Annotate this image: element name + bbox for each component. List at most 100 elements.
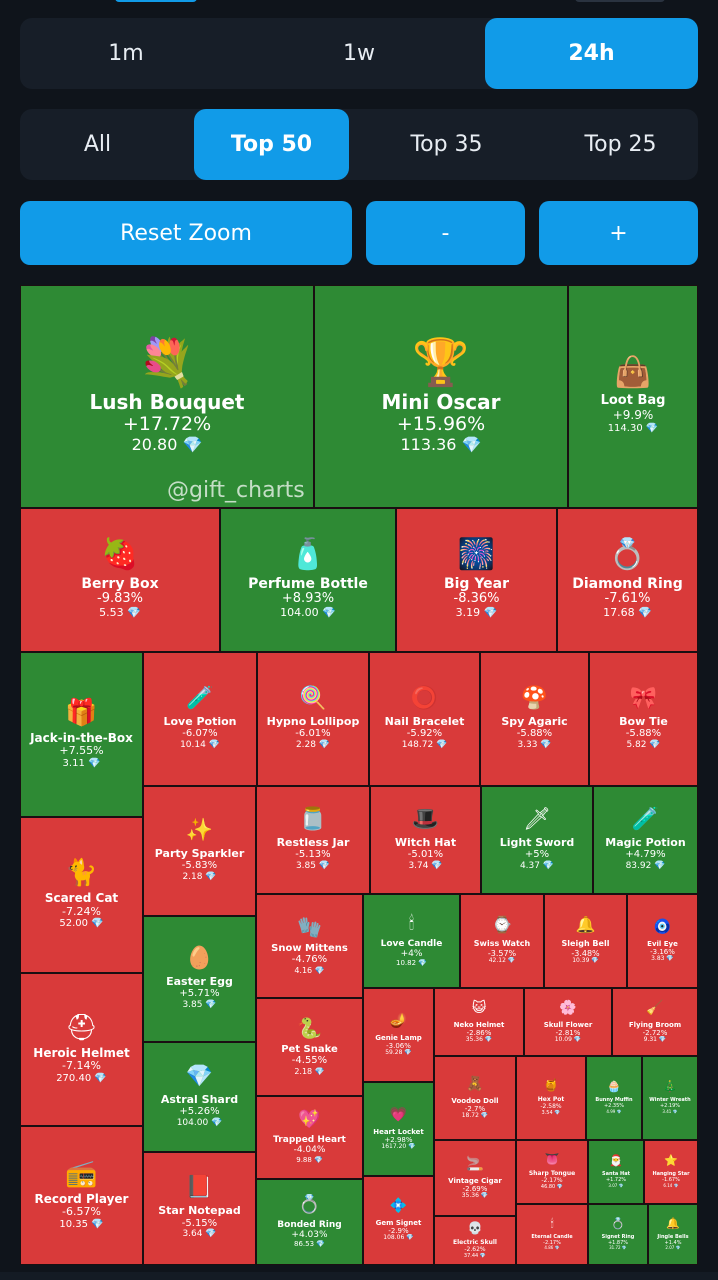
- gift-tile-eternal-candle[interactable]: 🕯 Eternal Candle -2.17% 4.86 💎: [516, 1204, 588, 1265]
- gift-tile-hypno-lollipop[interactable]: 🍭 Hypno Lollipop -6.01% 2.28 💎: [257, 652, 369, 786]
- gift-price-value: 17.68: [603, 606, 639, 620]
- gift-tile-hanging-star[interactable]: ⭐ Hanging Star -1.67% 6.14 💎: [644, 1140, 698, 1204]
- gift-name: Scared Cat: [44, 891, 119, 906]
- flower-icon: 🌸: [559, 999, 577, 1016]
- gift-tile-nail-bracelet[interactable]: ⭕ Nail Bracelet -5.92% 148.72 💎: [369, 652, 480, 786]
- gift-tile-love-candle[interactable]: 🕯 Love Candle +4% 10.82 💎: [363, 894, 460, 988]
- diamond-icon: 💎: [480, 1191, 489, 1199]
- gift-tile-hex-pot[interactable]: 🍯 Hex Pot -2.58% 3.54 💎: [516, 1056, 586, 1140]
- gift-tile-witch-hat[interactable]: 🎩 Witch Hat -5.01% 3.74 💎: [370, 786, 481, 894]
- filter-all-button[interactable]: All: [83, 132, 112, 157]
- gift-tile-star-notepad[interactable]: 📕 Star Notepad -5.15% 3.64 💎: [143, 1152, 256, 1265]
- broom-icon: 🧹: [646, 999, 664, 1016]
- filter-top50-button[interactable]: Top 50: [194, 109, 349, 180]
- gift-tile-light-sword[interactable]: 🗡 Light Sword +5% 4.37 💎: [481, 786, 593, 894]
- gift-price-value: 59.28: [385, 1048, 405, 1056]
- gift-tile-winter-wreath[interactable]: 🎄 Winter Wreath +2.19% 3.41 💎: [642, 1056, 698, 1140]
- reset-zoom-button[interactable]: Reset Zoom: [20, 201, 352, 265]
- gift-tile-genie-lamp[interactable]: 🪔 Genie Lamp -3.06% 59.28 💎: [363, 988, 434, 1082]
- gift-change: -3.06%: [386, 1041, 411, 1050]
- gift-tile-sleigh-bell[interactable]: 🔔 Sleigh Bell -3.48% 10.39 💎: [544, 894, 627, 988]
- gift-tile-bunny-muffin[interactable]: 🧁 Bunny Muffin +2.35% 4.99 💎: [586, 1056, 642, 1140]
- gift-tile-gem-signet[interactable]: 💠 Gem Signet -2.9% 108.06 💎: [363, 1176, 434, 1265]
- gift-tile-love-potion[interactable]: 🧪 Love Potion -6.07% 10.14 💎: [143, 652, 257, 786]
- gift-tile-trapped-heart[interactable]: 💖 Trapped Heart -4.04% 9.88 💎: [256, 1096, 363, 1179]
- gift-tile-diamond-ring[interactable]: 💍 Diamond Ring -7.61% 17.68 💎: [557, 508, 698, 652]
- gift-name: Santa Hat: [602, 1171, 630, 1178]
- gift-tile-lush-bouquet[interactable]: 💐 Lush Bouquet +17.72% 20.80 💎: [20, 285, 314, 508]
- gift-tile-perfume-bottle[interactable]: 🧴 Perfume Bottle +8.93% 104.00 💎: [220, 508, 396, 652]
- filter-top25-button[interactable]: Top 25: [584, 132, 657, 157]
- gift-tile-big-year[interactable]: 🎆 Big Year -8.36% 3.19 💎: [396, 508, 557, 652]
- diamond-icon: 💎: [673, 1182, 679, 1188]
- record-player-icon: 📻: [65, 1158, 98, 1189]
- diamond-icon: 💎: [618, 1182, 624, 1188]
- gift-change: +2.98%: [384, 1135, 413, 1144]
- gift-change: -2.9%: [388, 1227, 409, 1236]
- diamond-icon: 💎: [314, 965, 325, 975]
- timeframe-1w-button[interactable]: 1w: [343, 41, 375, 66]
- gift-price: 148.72 💎: [402, 740, 448, 750]
- gift-name: Lush Bouquet: [89, 389, 245, 414]
- heart-icon: 💖: [298, 1109, 321, 1131]
- gift-tile-neko-helmet[interactable]: 😺 Neko Helmet -2.86% 35.36 💎: [434, 988, 524, 1056]
- gift-tile-heart-locket[interactable]: 💗 Heart Locket +2.98% 1617.20 💎: [363, 1082, 434, 1176]
- gift-change: -2.17%: [541, 1177, 563, 1185]
- gift-price: 3.33 💎: [517, 740, 551, 750]
- gift-tile-restless-jar[interactable]: 🫙 Restless Jar -5.13% 3.85 💎: [256, 786, 370, 894]
- gift-price: 52.00 💎: [59, 918, 103, 930]
- witch-hat-icon: 🎩: [411, 806, 440, 832]
- gift-price-value: 10.14: [180, 739, 209, 750]
- gift-tile-mini-oscar[interactable]: 🏆 Mini Oscar +15.96% 113.36 💎: [314, 285, 568, 508]
- gift-tile-flying-broom[interactable]: 🧹 Flying Broom -2.72% 9.31 💎: [612, 988, 698, 1056]
- filter-top35-button[interactable]: Top 35: [410, 132, 483, 157]
- gift-tile-jack-in-the-box[interactable]: 🎁 Jack-in-the-Box +7.55% 3.11 💎: [20, 652, 143, 817]
- gift-tile-bonded-ring[interactable]: 💍 Bonded Ring +4.03% 86.53 💎: [256, 1179, 363, 1265]
- gift-tile-heroic-helmet[interactable]: ⛑ Heroic Helmet -7.14% 270.40 💎: [20, 973, 143, 1126]
- gift-tile-skull-flower[interactable]: 🌸 Skull Flower -2.81% 10.09 💎: [524, 988, 612, 1056]
- gift-name: Sleigh Bell: [561, 939, 610, 949]
- gift-tile-snow-mittens[interactable]: 🧤 Snow Mittens -4.76% 4.16 💎: [256, 894, 363, 998]
- zoom-out-button[interactable]: -: [366, 201, 525, 265]
- gift-tile-evil-eye[interactable]: 🧿 Evil Eye -3.16% 3.83 💎: [627, 894, 698, 988]
- gift-tile-loot-bag[interactable]: 👜 Loot Bag +9.9% 114.30 💎: [568, 285, 698, 508]
- zoom-in-button[interactable]: +: [539, 201, 698, 265]
- gift-tile-pet-snake[interactable]: 🐍 Pet Snake -4.55% 2.18 💎: [256, 998, 363, 1096]
- gift-price: 2.18 💎: [182, 872, 216, 882]
- gift-price: 3.64 💎: [182, 1229, 216, 1239]
- gift-price-value: 3.11: [62, 757, 88, 769]
- gift-tile-bow-tie[interactable]: 🎀 Bow Tie -5.88% 5.82 💎: [589, 652, 698, 786]
- gift-price: 5.82 💎: [626, 740, 660, 750]
- gift-tile-vintage-cigar[interactable]: 🚬 Vintage Cigar -2.69% 35.36 💎: [434, 1140, 516, 1216]
- gift-tile-signet-ring[interactable]: 💍 Signet Ring +1.87% 31.72 💎: [588, 1204, 648, 1265]
- diamond-icon: 💎: [554, 1110, 561, 1117]
- gift-change: +4.03%: [291, 1229, 328, 1240]
- gift-price: 104.00 💎: [280, 606, 336, 620]
- gift-tile-jingle-bells[interactable]: 🔔 Jingle Bells +1.4% 2.07 💎: [648, 1204, 698, 1265]
- gift-tile-party-sparkler[interactable]: ✨ Party Sparkler -5.83% 2.18 💎: [143, 786, 256, 916]
- gift-tile-spy-agaric[interactable]: 🍄 Spy Agaric -5.88% 3.33 💎: [480, 652, 589, 786]
- gift-tile-scared-cat[interactable]: 🐈 Scared Cat -7.24% 52.00 💎: [20, 817, 143, 973]
- timeframe-1m-button[interactable]: 1m: [108, 41, 144, 66]
- gift-tile-swiss-watch[interactable]: ⌚ Swiss Watch -3.57% 42.12 💎: [460, 894, 544, 988]
- gift-price-value: 3.74: [408, 860, 432, 871]
- gift-name: Bonded Ring: [277, 1219, 342, 1230]
- gift-name: Perfume Bottle: [248, 576, 368, 593]
- gift-change: -4.76%: [291, 954, 328, 966]
- gift-name: Big Year: [443, 576, 510, 593]
- gift-price-value: 3.41: [662, 1108, 673, 1114]
- gift-tile-record-player[interactable]: 📻 Record Player -6.57% 10.35 💎: [20, 1126, 143, 1265]
- diamond-icon: 💎: [406, 1234, 414, 1242]
- gift-tile-magic-potion[interactable]: 🧪 Magic Potion +4.79% 83.92 💎: [593, 786, 698, 894]
- gift-tile-voodoo-doll[interactable]: 🧸 Voodoo Doll -2.7% 18.72 💎: [434, 1056, 516, 1140]
- gift-tile-santa-hat[interactable]: 🎅 Santa Hat +1.72% 3.07 💎: [588, 1140, 644, 1204]
- gift-tile-easter-egg[interactable]: 🥚 Easter Egg +5.71% 3.85 💎: [143, 916, 256, 1042]
- timeframe-24h-button[interactable]: 24h: [485, 18, 698, 89]
- gift-tile-astral-shard[interactable]: 💎 Astral Shard +5.26% 104.00 💎: [143, 1042, 256, 1152]
- diamond-icon: 💎: [94, 1072, 107, 1084]
- gift-name: Diamond Ring: [572, 576, 683, 593]
- gift-tile-sharp-tongue[interactable]: 👅 Sharp Tongue -2.17% 46.80 💎: [516, 1140, 588, 1204]
- gift-tile-berry-box[interactable]: 🍓 Berry Box -9.83% 5.53 💎: [20, 508, 220, 652]
- muffin-icon: 🧁: [607, 1080, 621, 1094]
- gift-tile-electric-skull[interactable]: 💀 Electric Skull -2.62% 37.44 💎: [434, 1216, 516, 1265]
